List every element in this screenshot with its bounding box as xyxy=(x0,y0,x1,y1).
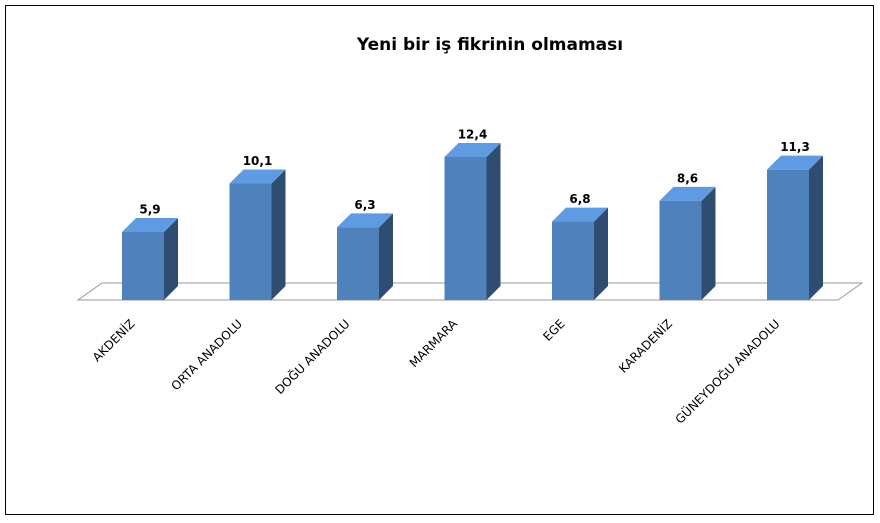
bar-front xyxy=(659,200,702,300)
data-label: 11,3 xyxy=(780,140,810,154)
data-label: 10,1 xyxy=(243,154,273,168)
bar-side xyxy=(271,169,286,300)
data-label: 12,4 xyxy=(458,128,488,142)
bar xyxy=(552,207,608,300)
data-label: 8,6 xyxy=(677,171,698,185)
bar xyxy=(767,155,823,300)
data-label: 5,9 xyxy=(139,202,160,216)
bar-front xyxy=(122,231,164,300)
chart-title: Yeni bir iş fikrinin olmaması xyxy=(356,35,623,55)
bar-top xyxy=(444,143,501,157)
bar-top xyxy=(122,217,178,232)
bar-front xyxy=(767,169,809,300)
bar-top xyxy=(659,186,716,201)
bar-side xyxy=(701,186,716,300)
bar-top xyxy=(552,207,608,222)
bar-front xyxy=(229,183,272,300)
bar xyxy=(444,143,501,300)
bar xyxy=(337,213,393,300)
bar xyxy=(229,169,286,300)
data-label: 6,3 xyxy=(354,198,375,212)
bar-top xyxy=(229,169,286,184)
bar-side xyxy=(594,207,608,300)
bar xyxy=(122,217,178,300)
bar-front xyxy=(552,221,594,300)
data-label: 6,8 xyxy=(569,192,590,206)
bar-side xyxy=(379,213,393,300)
bar-side xyxy=(809,155,823,300)
bar-top xyxy=(767,155,823,170)
bar-front xyxy=(337,227,379,300)
bar xyxy=(659,186,716,300)
bar-front xyxy=(444,157,487,300)
bar-side xyxy=(486,143,501,300)
bar-side xyxy=(164,217,178,300)
bar-top xyxy=(337,213,393,228)
